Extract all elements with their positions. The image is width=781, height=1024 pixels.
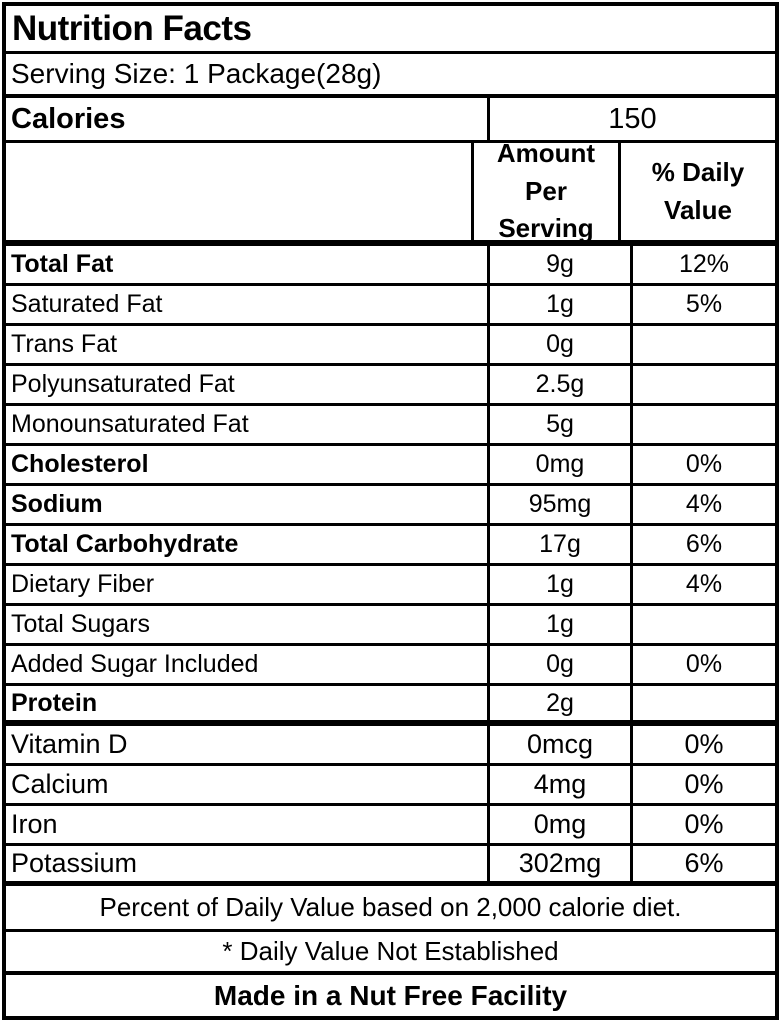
nutrient-row-total-carbohydrate: Total Carbohydrate 17g 6%: [6, 526, 775, 566]
calories-row: Calories 150: [6, 98, 775, 143]
vitamin-daily-value: 6%: [630, 846, 775, 881]
nutrient-daily-value: 12%: [630, 246, 775, 283]
calories-value: 150: [487, 98, 775, 140]
nutrient-daily-value: 5%: [630, 286, 775, 323]
nutrient-label: Saturated Fat: [11, 290, 163, 318]
nutrient-amount: 0g: [487, 326, 630, 363]
nutrient-daily-value: [630, 326, 775, 363]
vitamin-amount: 0mg: [487, 806, 630, 843]
nutrient-row-saturated-fat: Saturated Fat 1g 5%: [6, 286, 775, 326]
nutrient-label: Total Fat: [11, 250, 114, 278]
nutrient-row-cholesterol: Cholesterol 0mg 0%: [6, 446, 775, 486]
nutrient-label: Trans Fat: [11, 330, 118, 358]
nutrient-row-total-fat: Total Fat 9g 12%: [6, 246, 775, 286]
nutrient-amount: 9g: [487, 246, 630, 283]
nutrient-daily-value: 4%: [630, 566, 775, 603]
column-header-daily-value: % Daily Value: [618, 143, 775, 240]
nutrient-row-monounsaturated-fat: Monounsaturated Fat 5g: [6, 406, 775, 446]
vitamin-daily-value: 0%: [630, 806, 775, 843]
nutrient-amount: 2g: [487, 686, 630, 720]
vitamin-row-iron: Iron 0mg 0%: [6, 806, 775, 846]
nutrient-row-polyunsaturated-fat: Polyunsaturated Fat 2.5g: [6, 366, 775, 406]
nutrient-amount: 17g: [487, 526, 630, 563]
nutrient-label: Total Carbohydrate: [11, 530, 239, 558]
nutrient-amount: 1g: [487, 286, 630, 323]
nutrient-label: Sodium: [11, 490, 103, 518]
nutrient-label: Dietary Fiber: [11, 570, 155, 598]
vitamin-label: Potassium: [11, 848, 138, 878]
vitamin-daily-value: 0%: [630, 726, 775, 763]
page-title: Nutrition Facts: [6, 6, 775, 54]
nutrient-amount: 95mg: [487, 486, 630, 523]
vitamin-label: Calcium: [11, 769, 109, 799]
nutrient-row-trans-fat: Trans Fat 0g: [6, 326, 775, 366]
nutrient-daily-value: [630, 406, 775, 443]
vitamin-amount: 4mg: [487, 766, 630, 803]
nutrient-row-protein: Protein 2g: [6, 686, 775, 726]
vitamin-label: Vitamin D: [11, 729, 128, 759]
nutrient-label: Monounsaturated Fat: [11, 410, 249, 438]
serving-size: Serving Size: 1 Package(28g): [6, 54, 775, 98]
nutrient-row-total-sugars: Total Sugars 1g: [6, 606, 775, 646]
nutrient-amount: 1g: [487, 606, 630, 643]
vitamin-row-vitamin-d: Vitamin D 0mcg 0%: [6, 726, 775, 766]
nutrient-label: Protein: [11, 688, 98, 717]
nutrient-label: Added Sugar Included: [11, 650, 259, 678]
nutrient-amount: 2.5g: [487, 366, 630, 403]
vitamin-daily-value: 0%: [630, 766, 775, 803]
nutrient-amount: 1g: [487, 566, 630, 603]
nutrient-row-dietary-fiber: Dietary Fiber 1g 4%: [6, 566, 775, 606]
footnote-not-established: * Daily Value Not Established: [6, 932, 775, 975]
footnote-daily-value-basis: Percent of Daily Value based on 2,000 ca…: [6, 886, 775, 932]
column-header-amount: Amount Per Serving: [471, 138, 618, 243]
nutrient-daily-value: [630, 686, 775, 720]
nutrient-daily-value: 4%: [630, 486, 775, 523]
nutrient-daily-value: 6%: [630, 526, 775, 563]
nutrient-label: Cholesterol: [11, 450, 149, 478]
nutrient-label: Polyunsaturated Fat: [11, 370, 235, 398]
vitamin-amount: 302mg: [487, 846, 630, 881]
nutrient-daily-value: [630, 606, 775, 643]
vitamin-row-calcium: Calcium 4mg 0%: [6, 766, 775, 806]
footnote-facility: Made in a Nut Free Facility: [213, 979, 568, 1011]
vitamin-label: Iron: [11, 809, 58, 839]
nutrient-daily-value: 0%: [630, 446, 775, 483]
nutrient-daily-value: 0%: [630, 646, 775, 683]
nutrient-amount: 0mg: [487, 446, 630, 483]
nutrient-row-sodium: Sodium 95mg 4%: [6, 486, 775, 526]
calories-label: Calories: [11, 102, 126, 135]
vitamin-amount: 0mcg: [487, 726, 630, 763]
vitamin-row-potassium: Potassium 302mg 6%: [6, 846, 775, 886]
nutrient-daily-value: [630, 366, 775, 403]
column-header-spacer: [6, 143, 471, 240]
nutrient-amount: 5g: [487, 406, 630, 443]
nutrient-amount: 0g: [487, 646, 630, 683]
column-header-row: Amount Per Serving % Daily Value: [6, 138, 775, 246]
nutrient-row-added-sugar: Added Sugar Included 0g 0%: [6, 646, 775, 686]
nutrient-label: Total Sugars: [11, 610, 150, 638]
